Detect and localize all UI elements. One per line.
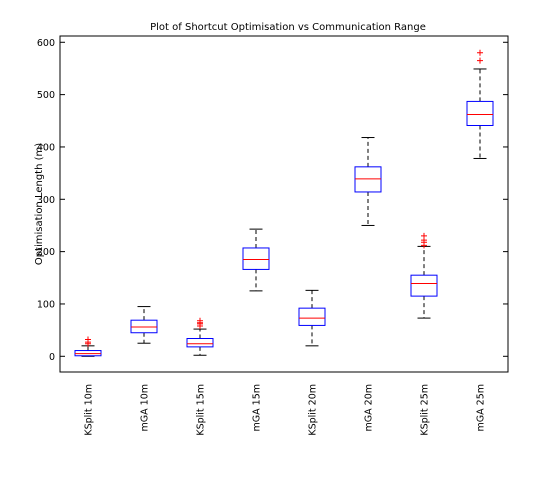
box-mga-15m	[242, 228, 270, 292]
outlier-marker	[477, 57, 483, 64]
outlier-marker	[197, 317, 203, 324]
x-tick-label: mGA 20m	[364, 384, 375, 431]
x-axis: KSplit 10m mGA 10m KSplit 15m mGA 15m KSplit…	[84, 384, 487, 436]
box-ksplit-20m	[298, 289, 326, 347]
y-tick-label: 600	[37, 38, 55, 49]
outlier-marker	[421, 232, 427, 239]
x-tick-label: KSplit 20m	[308, 384, 319, 436]
interquartile-box	[242, 247, 270, 270]
y-axis-label: Optimisation Length (m)	[34, 143, 45, 265]
interquartile-box	[466, 100, 494, 126]
box-series	[74, 49, 494, 357]
y-tick-label: 100	[37, 299, 55, 310]
interquartile-box	[186, 338, 214, 348]
x-tick-label: KSplit 25m	[420, 384, 431, 436]
interquartile-box	[410, 274, 438, 297]
box-mga-10m	[130, 306, 158, 344]
outlier-marker	[85, 336, 91, 343]
chart-title: Plot of Shortcut Optimisation vs Communi…	[150, 22, 426, 33]
box-mga-25m	[466, 49, 494, 159]
y-tick-label: 400	[37, 142, 55, 153]
y-tick-label: 300	[37, 195, 55, 206]
interquartile-box	[130, 319, 158, 334]
x-tick-label: KSplit 15m	[196, 384, 207, 436]
y-tick-label: 0	[49, 352, 55, 363]
box-ksplit-25m	[410, 232, 438, 319]
y-tick-label: 200	[37, 247, 55, 258]
box-ksplit-10m	[74, 336, 102, 357]
x-tick-label: mGA 25m	[476, 384, 487, 431]
plot-area-frame	[59, 35, 509, 373]
interquartile-box	[354, 166, 382, 193]
box-ksplit-15m	[186, 317, 214, 356]
interquartile-box	[74, 350, 102, 357]
outlier-marker	[477, 49, 483, 56]
y-axis: 0 100 200 300 400 500 600	[37, 38, 508, 363]
box-mga-20m	[354, 137, 382, 226]
x-tick-label: KSplit 10m	[84, 384, 95, 436]
interquartile-box	[298, 307, 326, 326]
y-tick-label: 500	[37, 90, 55, 101]
x-tick-label: mGA 15m	[252, 384, 263, 431]
x-tick-label: mGA 10m	[140, 384, 151, 431]
